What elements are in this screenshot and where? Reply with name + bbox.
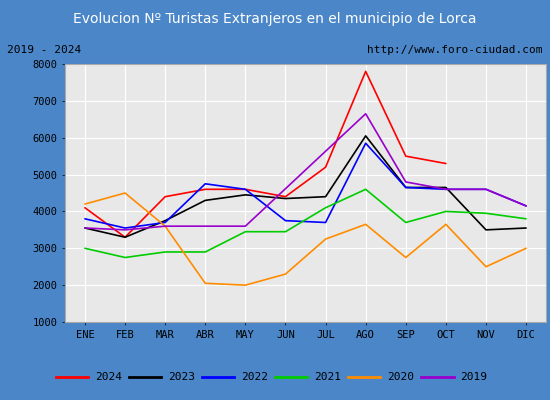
Text: 2019: 2019	[460, 372, 487, 382]
Text: http://www.foro-ciudad.com: http://www.foro-ciudad.com	[367, 45, 543, 55]
Text: 2020: 2020	[387, 372, 414, 382]
Text: 2023: 2023	[168, 372, 195, 382]
Text: 2024: 2024	[95, 372, 122, 382]
Text: 2022: 2022	[241, 372, 268, 382]
Text: Evolucion Nº Turistas Extranjeros en el municipio de Lorca: Evolucion Nº Turistas Extranjeros en el …	[73, 12, 477, 26]
Text: 2019 - 2024: 2019 - 2024	[7, 45, 81, 55]
Text: 2021: 2021	[314, 372, 341, 382]
